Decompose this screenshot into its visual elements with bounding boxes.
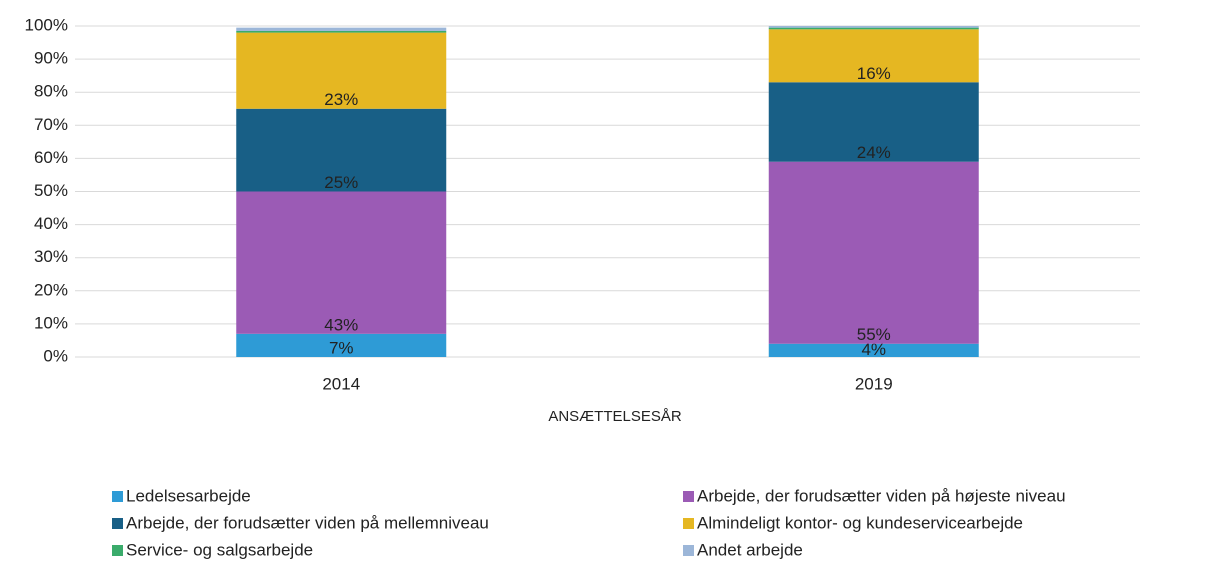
data-label: 43% <box>324 315 358 334</box>
legend-swatch <box>112 545 123 556</box>
y-tick-label: 40% <box>34 214 68 233</box>
bar-segment <box>768 161 979 344</box>
data-label: 7% <box>329 338 354 357</box>
bar-segment <box>236 191 447 334</box>
legend-swatch <box>683 491 694 502</box>
legend-label: Service- og salgsarbejde <box>126 540 313 559</box>
legend-swatch <box>683 518 694 529</box>
legend-label: Ledelsesarbejde <box>126 486 251 505</box>
bar-segment <box>236 32 447 109</box>
bar-segment <box>768 29 979 83</box>
bar-segment <box>768 27 979 30</box>
bar-segment <box>768 82 979 162</box>
data-label: 16% <box>857 64 891 83</box>
legend-label: Almindeligt kontor- og kundeservicearbej… <box>697 513 1023 532</box>
x-tick-label: 2019 <box>855 374 893 393</box>
legend-label: Arbejde, der forudsætter viden på højest… <box>697 486 1066 505</box>
y-tick-label: 100% <box>25 15 68 34</box>
data-label: 23% <box>324 90 358 109</box>
y-tick-label: 70% <box>34 115 68 134</box>
data-label: 55% <box>857 325 891 344</box>
legend-swatch <box>112 518 123 529</box>
bar-segment <box>236 30 447 33</box>
y-tick-label: 10% <box>34 313 68 332</box>
data-label: 4% <box>861 340 886 359</box>
y-tick-label: 80% <box>34 82 68 101</box>
bar-segment <box>236 108 447 192</box>
y-tick-label: 50% <box>34 181 68 200</box>
legend-label: Andet arbejde <box>697 540 803 559</box>
bar-segment <box>768 26 979 28</box>
y-tick-label: 60% <box>34 148 68 167</box>
x-axis-title: ANSÆTTELSESÅR <box>548 408 682 425</box>
y-tick-label: 30% <box>34 247 68 266</box>
y-tick-label: 20% <box>34 280 68 299</box>
x-tick-label: 2014 <box>322 374 360 393</box>
legend-swatch <box>683 545 694 556</box>
legend-label: Arbejde, der forudsætter viden på mellem… <box>126 513 489 532</box>
bar-segment <box>236 27 447 31</box>
bar-segment <box>236 333 447 357</box>
y-tick-label: 90% <box>34 49 68 68</box>
bar-segment <box>768 343 979 357</box>
data-label: 24% <box>857 143 891 162</box>
legend-swatch <box>112 491 123 502</box>
y-tick-label: 0% <box>43 346 68 365</box>
data-label: 25% <box>324 173 358 192</box>
